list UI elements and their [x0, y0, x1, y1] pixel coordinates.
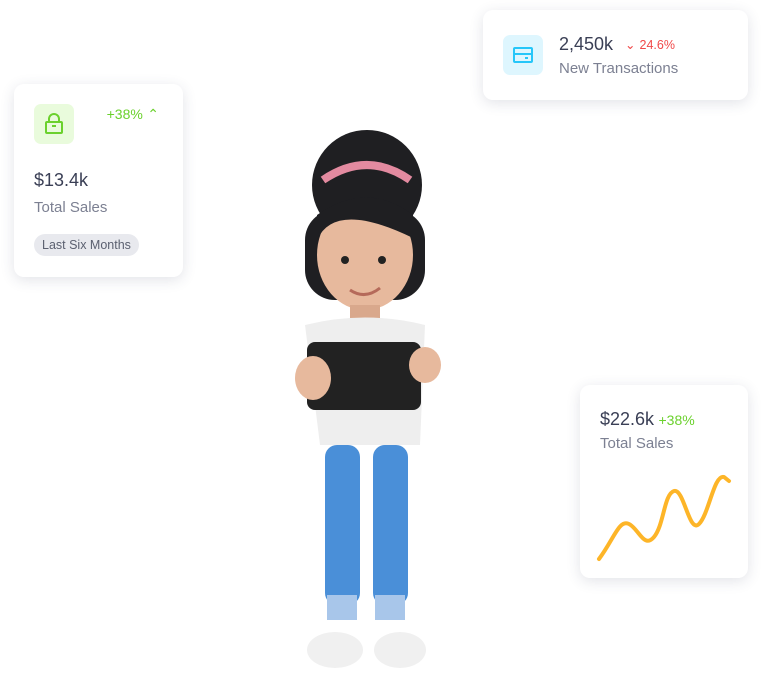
period-chip: Last Six Months: [34, 234, 139, 256]
sales-label: Total Sales: [600, 435, 674, 452]
shopping-bag-icon: [34, 104, 74, 144]
change-up: +38%: [658, 412, 695, 428]
sales-label: Total Sales: [34, 199, 108, 216]
change-up: +38% ⌃: [106, 106, 159, 122]
transactions-label: New Transactions: [559, 60, 679, 77]
total-sales-chart-card: $22.6k +38% Total Sales: [580, 385, 748, 578]
change-down: 24.6%: [639, 37, 675, 52]
transactions-card: 2,450k ⌄ 24.6% New Transactions: [483, 10, 748, 100]
transactions-value: 2,450k: [559, 34, 614, 54]
sales-value: $22.6k: [600, 409, 655, 429]
total-sales-card: +38% ⌃ $13.4k Total Sales Last Six Month…: [14, 84, 183, 277]
sales-value: $13.4k: [34, 170, 89, 190]
sales-sparkline: [597, 475, 731, 561]
chevron-up-icon: ⌃: [147, 106, 159, 122]
character-illustration: [295, 130, 441, 668]
credit-card-icon: [503, 35, 543, 75]
chevron-down-icon: ⌄: [625, 38, 636, 52]
